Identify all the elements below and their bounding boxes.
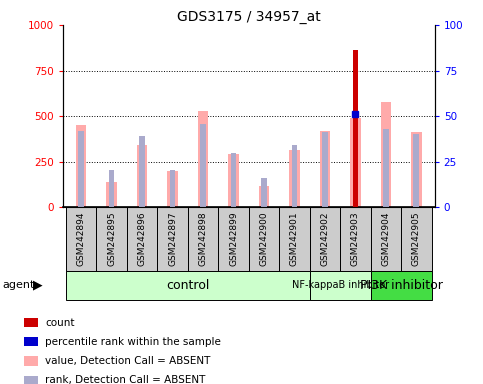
Text: GSM242905: GSM242905 (412, 212, 421, 266)
Bar (259, 186, 270, 207)
Bar (24, 337, 38, 346)
Bar (381, 103, 391, 207)
Bar (320, 131, 330, 207)
Text: PI3K inhibitor: PI3K inhibitor (360, 279, 442, 291)
Text: value, Detection Call = ABSENT: value, Detection Call = ABSENT (45, 356, 210, 366)
Bar (200, 124, 206, 207)
Bar (66, 271, 310, 300)
Bar (370, 207, 401, 271)
Bar (401, 207, 432, 271)
Bar (96, 207, 127, 271)
Text: ▶: ▶ (33, 279, 43, 292)
Bar (228, 154, 239, 207)
Text: rank, Detection Call = ABSENT: rank, Detection Call = ABSENT (45, 375, 205, 384)
Text: control: control (166, 279, 210, 291)
Bar (261, 178, 267, 207)
Bar (413, 134, 419, 207)
Text: GSM242897: GSM242897 (168, 212, 177, 266)
Bar (198, 111, 208, 207)
Text: percentile rank within the sample: percentile rank within the sample (45, 337, 221, 347)
Bar (188, 207, 218, 271)
Bar (230, 152, 237, 207)
Text: count: count (45, 318, 74, 328)
Text: agent: agent (2, 280, 35, 290)
Text: GSM242901: GSM242901 (290, 212, 299, 266)
Bar (76, 125, 86, 207)
Bar (24, 318, 38, 327)
Bar (137, 146, 147, 207)
Bar (139, 136, 145, 207)
Text: GSM242903: GSM242903 (351, 212, 360, 266)
Bar (310, 207, 340, 271)
Text: GSM242902: GSM242902 (320, 212, 329, 266)
Bar (353, 114, 358, 207)
Bar (109, 170, 114, 207)
Bar (249, 207, 279, 271)
Text: GSM242904: GSM242904 (382, 212, 390, 266)
Bar (289, 150, 300, 207)
Bar (340, 207, 370, 271)
Bar (350, 118, 361, 207)
Bar (66, 207, 96, 271)
Bar (310, 271, 370, 300)
Bar (106, 182, 117, 207)
Text: NF-kappaB inhibitor: NF-kappaB inhibitor (292, 280, 389, 290)
Text: GSM242898: GSM242898 (199, 212, 208, 266)
Bar (24, 356, 38, 366)
Bar (167, 171, 178, 207)
Bar (218, 207, 249, 271)
Bar (24, 376, 38, 384)
Bar (370, 271, 432, 300)
Bar (411, 132, 422, 207)
Bar (78, 131, 84, 207)
Text: GSM242899: GSM242899 (229, 212, 238, 266)
Text: GSM242896: GSM242896 (138, 212, 146, 266)
Bar (127, 207, 157, 271)
Title: GDS3175 / 34957_at: GDS3175 / 34957_at (177, 10, 321, 24)
Bar (322, 132, 328, 207)
Bar (383, 129, 389, 207)
Bar (157, 207, 188, 271)
Bar (170, 170, 175, 207)
Bar (292, 146, 298, 207)
Text: GSM242900: GSM242900 (259, 212, 269, 266)
Bar (279, 207, 310, 271)
Text: GSM242894: GSM242894 (77, 212, 85, 266)
Text: GSM242895: GSM242895 (107, 212, 116, 266)
Bar (353, 50, 358, 207)
